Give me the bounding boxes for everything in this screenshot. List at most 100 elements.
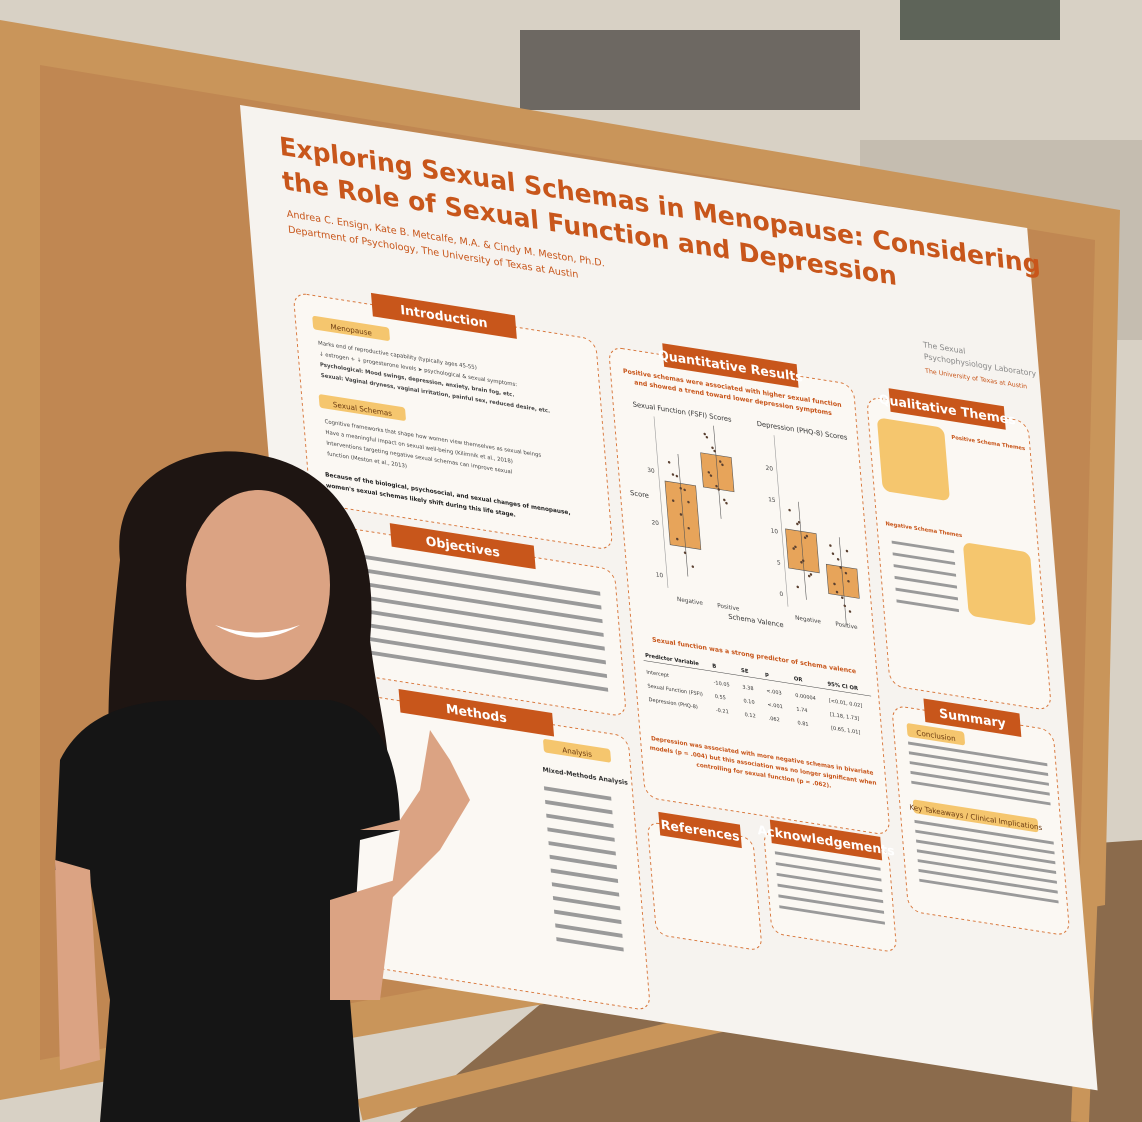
table-header: OR [794,676,804,683]
table-cell: [0.65, 1.01] [831,725,861,736]
category-label: Negative [795,615,822,625]
text-line [919,878,1059,904]
label-pill [912,799,1039,833]
label-pill [318,394,406,421]
point [803,536,807,540]
label-pill [312,315,390,341]
category-label: Positive [835,622,858,632]
text-line [334,590,604,637]
point [809,573,813,576]
point [839,566,842,569]
point [833,582,836,586]
point [707,471,711,474]
text-line [335,604,605,651]
point [847,579,850,583]
whisker [798,501,807,600]
point [805,534,809,538]
table-header: 95% CI OR [827,681,859,692]
text-line [895,587,959,601]
face [186,490,330,680]
point [667,461,671,464]
text-line [891,540,955,554]
point [807,574,811,578]
point [796,585,800,589]
point [794,545,797,549]
text-line [546,813,614,829]
point [836,558,840,561]
point [715,484,718,488]
axis-tick: 10 [656,572,664,579]
point [709,474,713,477]
shirt [55,700,400,1122]
point [835,590,839,594]
point [723,498,726,502]
point [717,488,720,491]
text-line [338,632,608,679]
table-cell: [<0.01, 0.02] [829,698,863,709]
category-label: Negative [677,597,704,607]
text-line [894,575,958,589]
text-line [775,862,882,882]
table-header: SE [741,668,749,675]
text-line [915,829,1055,855]
point [831,552,835,555]
point [844,571,848,575]
point [721,463,724,467]
text-line [892,552,956,566]
text-line [548,841,616,856]
text-line [543,786,612,801]
window [900,0,1060,40]
table-cell: 0.10 [743,698,755,706]
text-line [549,854,618,870]
text-line [774,851,881,871]
section-box [326,690,650,1010]
section-banner [658,811,742,849]
axis-line [653,416,669,588]
point [679,487,682,490]
table-cell: 0.55 [715,694,727,702]
point [687,500,690,504]
table-cell: -0.21 [716,707,729,715]
point [788,508,791,512]
text-line [555,923,623,938]
text-line [547,827,615,842]
text-line [916,849,1057,874]
label-pill [906,723,965,746]
table-cell: 1.74 [796,707,808,715]
poster: Exploring Sexual Schemas in Menopause: C… [240,105,1098,1091]
poster-text: Score [630,489,649,500]
point [683,488,686,492]
text-line [908,741,1048,767]
text-line [893,564,957,577]
table-cell: [1.18, 1.73] [830,712,860,723]
point [713,449,716,453]
axis-tick: 20 [651,520,659,527]
table-cell: <.003 [766,688,782,696]
axis-tick: 10 [771,528,779,535]
text-line [552,895,621,911]
point [671,473,675,476]
table-cell: 0.00004 [795,693,816,702]
quote-bubble [963,543,1036,625]
axis-tick: 30 [647,468,655,475]
point [800,561,803,564]
section-banner [923,698,1022,737]
text-line [776,872,883,893]
table-header: p [765,672,769,679]
text-line [339,645,609,692]
axis-line [773,435,789,607]
text-line [550,868,619,883]
arm [55,860,100,1070]
axis-tick: 20 [765,466,773,473]
text-line [916,839,1056,865]
raised-arm [360,730,470,900]
section-banner [398,688,555,737]
text-line [778,894,885,914]
point [725,501,728,505]
table-cell: <.001 [767,702,783,710]
table-cell: 0.12 [744,712,756,720]
section-banner [769,819,883,861]
text-line [545,799,613,815]
point [840,596,844,599]
